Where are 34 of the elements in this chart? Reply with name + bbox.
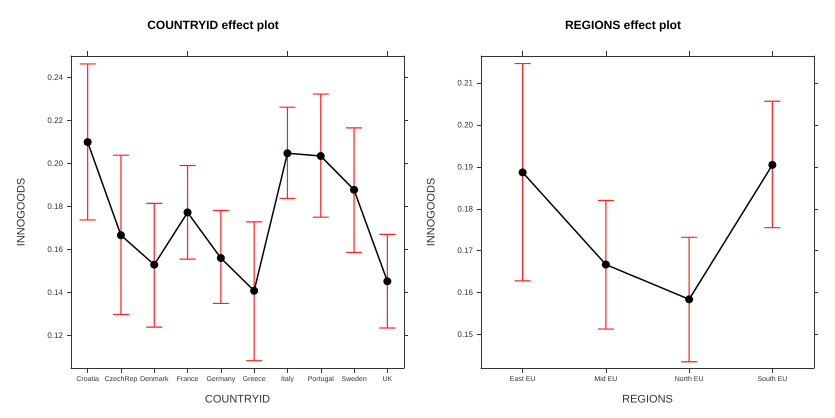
point bbox=[350, 186, 358, 194]
y-tick-label: 0.20 bbox=[456, 120, 474, 130]
y-tick-label: 0.19 bbox=[456, 162, 474, 172]
point bbox=[216, 254, 225, 262]
point bbox=[518, 168, 526, 176]
chart-title: REGIONS effect plot bbox=[564, 18, 681, 32]
y-tick-label: 0.18 bbox=[47, 202, 64, 212]
y-axis-title: INNOGOODS bbox=[425, 178, 437, 246]
point bbox=[150, 260, 158, 269]
y-tick-label: 0.20 bbox=[47, 159, 64, 168]
y-tick-label: 0.18 bbox=[456, 204, 474, 214]
y-tick-label: 0.21 bbox=[456, 78, 474, 88]
y-tick-label: 0.24 bbox=[47, 73, 64, 82]
y-axis-title: INNOGOODS bbox=[16, 178, 28, 246]
y-tick-label: 0.12 bbox=[47, 331, 64, 340]
y-tick-label: 0.15 bbox=[456, 330, 474, 339]
point bbox=[768, 160, 776, 169]
y-tick-label: 0.17 bbox=[456, 246, 474, 256]
point bbox=[84, 138, 92, 146]
y-tick-label: 0.16 bbox=[456, 288, 474, 298]
point bbox=[283, 149, 292, 158]
point bbox=[184, 208, 192, 216]
point bbox=[383, 277, 392, 286]
y-tick-label: 0.22 bbox=[47, 116, 64, 126]
y-tick-label: 0.16 bbox=[47, 245, 64, 254]
y-tick-label: 0.14 bbox=[47, 288, 64, 298]
point bbox=[116, 231, 125, 240]
point bbox=[316, 152, 325, 160]
x-axis-title: REGIONS bbox=[622, 394, 672, 406]
point bbox=[250, 286, 258, 295]
point bbox=[601, 260, 610, 269]
x-axis-title: COUNTRYID bbox=[204, 394, 270, 406]
chart-title: COUNTRYID effect plot bbox=[147, 18, 279, 32]
point bbox=[684, 295, 693, 304]
